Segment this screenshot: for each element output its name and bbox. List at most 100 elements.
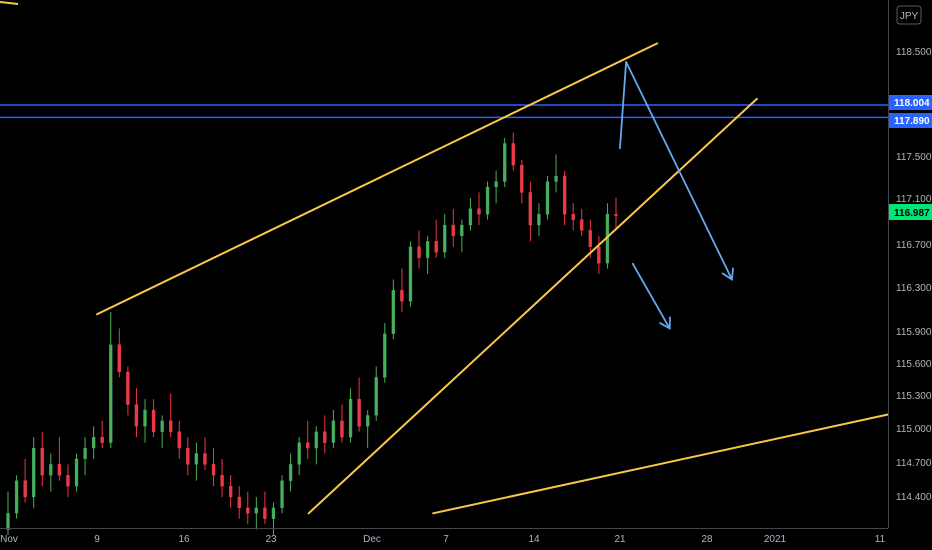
x-tick-label: 11 bbox=[875, 534, 886, 545]
candle bbox=[306, 420, 310, 459]
candle bbox=[109, 312, 113, 449]
price-tag-117890-bg bbox=[889, 113, 932, 128]
candle-body bbox=[443, 224, 447, 253]
candle bbox=[366, 409, 370, 449]
candle bbox=[271, 502, 276, 536]
x-tick-label: 7 bbox=[443, 534, 449, 545]
x-tick-label: Nov bbox=[0, 534, 18, 545]
candle-body bbox=[6, 513, 10, 530]
candle bbox=[391, 279, 396, 340]
currency-badge-label: JPY bbox=[900, 11, 919, 22]
candle bbox=[211, 448, 216, 487]
candle-body bbox=[340, 420, 344, 438]
candle bbox=[580, 208, 584, 236]
candle-body bbox=[246, 507, 250, 514]
candle bbox=[83, 437, 87, 476]
projection-arrow-small-head bbox=[659, 316, 671, 330]
price-tag-118004-bg bbox=[889, 95, 932, 110]
candle bbox=[520, 159, 524, 204]
candle-body bbox=[323, 431, 327, 443]
x-tick-label: 28 bbox=[701, 534, 713, 545]
candle bbox=[297, 437, 301, 476]
candle bbox=[340, 404, 344, 443]
candle-body bbox=[434, 241, 438, 253]
candle-body bbox=[528, 192, 533, 226]
candle bbox=[169, 393, 173, 438]
candle-body bbox=[588, 230, 592, 247]
projection-arrow-small bbox=[631, 262, 671, 329]
candle-body bbox=[228, 485, 233, 498]
candle-body bbox=[74, 458, 79, 487]
candle bbox=[288, 453, 293, 492]
candle bbox=[425, 235, 430, 274]
candle bbox=[246, 491, 250, 525]
candle bbox=[383, 322, 387, 383]
candle-body bbox=[109, 344, 113, 443]
candle-body bbox=[57, 464, 62, 476]
x-tick-label: Dec bbox=[363, 534, 381, 545]
price-axis[interactable]: 118.500 117.500 117.100 116.700 116.300 … bbox=[896, 47, 932, 503]
candle bbox=[443, 214, 447, 258]
candle bbox=[6, 491, 10, 536]
candle-body bbox=[288, 464, 293, 481]
candle-body bbox=[117, 344, 121, 373]
projection-arrow-large bbox=[619, 61, 733, 280]
y-tick-label: 116.700 bbox=[896, 240, 932, 251]
candle-body bbox=[366, 415, 370, 427]
candle-body bbox=[23, 480, 27, 498]
price-tag-117890: 117.890 bbox=[894, 116, 930, 127]
candle bbox=[323, 415, 327, 454]
currency-badge[interactable]: JPY bbox=[896, 5, 922, 25]
candle bbox=[66, 464, 70, 497]
candle bbox=[503, 138, 507, 187]
candle-body bbox=[151, 409, 156, 432]
candle bbox=[554, 154, 558, 193]
projection-arrows[interactable] bbox=[619, 61, 734, 330]
x-tick-label: 23 bbox=[265, 534, 277, 545]
candle-body bbox=[520, 165, 524, 193]
candle bbox=[177, 420, 181, 459]
candle-body bbox=[143, 409, 147, 427]
candle bbox=[528, 181, 533, 242]
candle-body bbox=[451, 224, 455, 237]
candle-body bbox=[348, 398, 353, 438]
candle-body bbox=[468, 208, 473, 226]
candle bbox=[451, 208, 455, 247]
long-term-support-line bbox=[432, 413, 889, 515]
price-tags: 118.004 117.890 116.987 bbox=[889, 95, 932, 220]
candle bbox=[348, 388, 353, 443]
y-tick-label: 115.300 bbox=[896, 391, 932, 402]
candle bbox=[237, 486, 241, 519]
y-tick-label: 117.500 bbox=[896, 152, 932, 163]
candle bbox=[126, 366, 130, 416]
candle-body bbox=[400, 290, 404, 302]
candle bbox=[220, 458, 224, 497]
candle-body bbox=[383, 333, 387, 378]
candle-body bbox=[597, 246, 601, 264]
candle-body bbox=[160, 420, 164, 432]
candle bbox=[357, 377, 361, 432]
candle-body bbox=[306, 442, 310, 449]
time-axis[interactable]: Nov 9 16 23 Dec 7 14 21 28 2021 11 bbox=[0, 534, 886, 545]
trend-lines[interactable] bbox=[96, 42, 889, 515]
candle-body bbox=[32, 447, 36, 498]
y-tick-label: 115.600 bbox=[896, 359, 932, 370]
candle bbox=[374, 366, 378, 421]
candle-body bbox=[66, 475, 70, 487]
candle-body bbox=[186, 447, 190, 465]
candle bbox=[143, 399, 147, 443]
x-tick-label: 16 bbox=[178, 534, 190, 545]
candle bbox=[194, 442, 199, 481]
x-tick-label: 9 bbox=[94, 534, 100, 545]
candle-body bbox=[571, 214, 575, 220]
price-tag-last: 116.987 bbox=[894, 208, 930, 219]
candle-body bbox=[408, 246, 413, 302]
candle bbox=[40, 431, 44, 487]
candle-body bbox=[263, 507, 267, 519]
candle bbox=[160, 415, 164, 449]
candle bbox=[91, 426, 96, 459]
currency-badge-box[interactable] bbox=[896, 5, 922, 25]
candle bbox=[331, 409, 336, 449]
candle bbox=[151, 399, 156, 438]
